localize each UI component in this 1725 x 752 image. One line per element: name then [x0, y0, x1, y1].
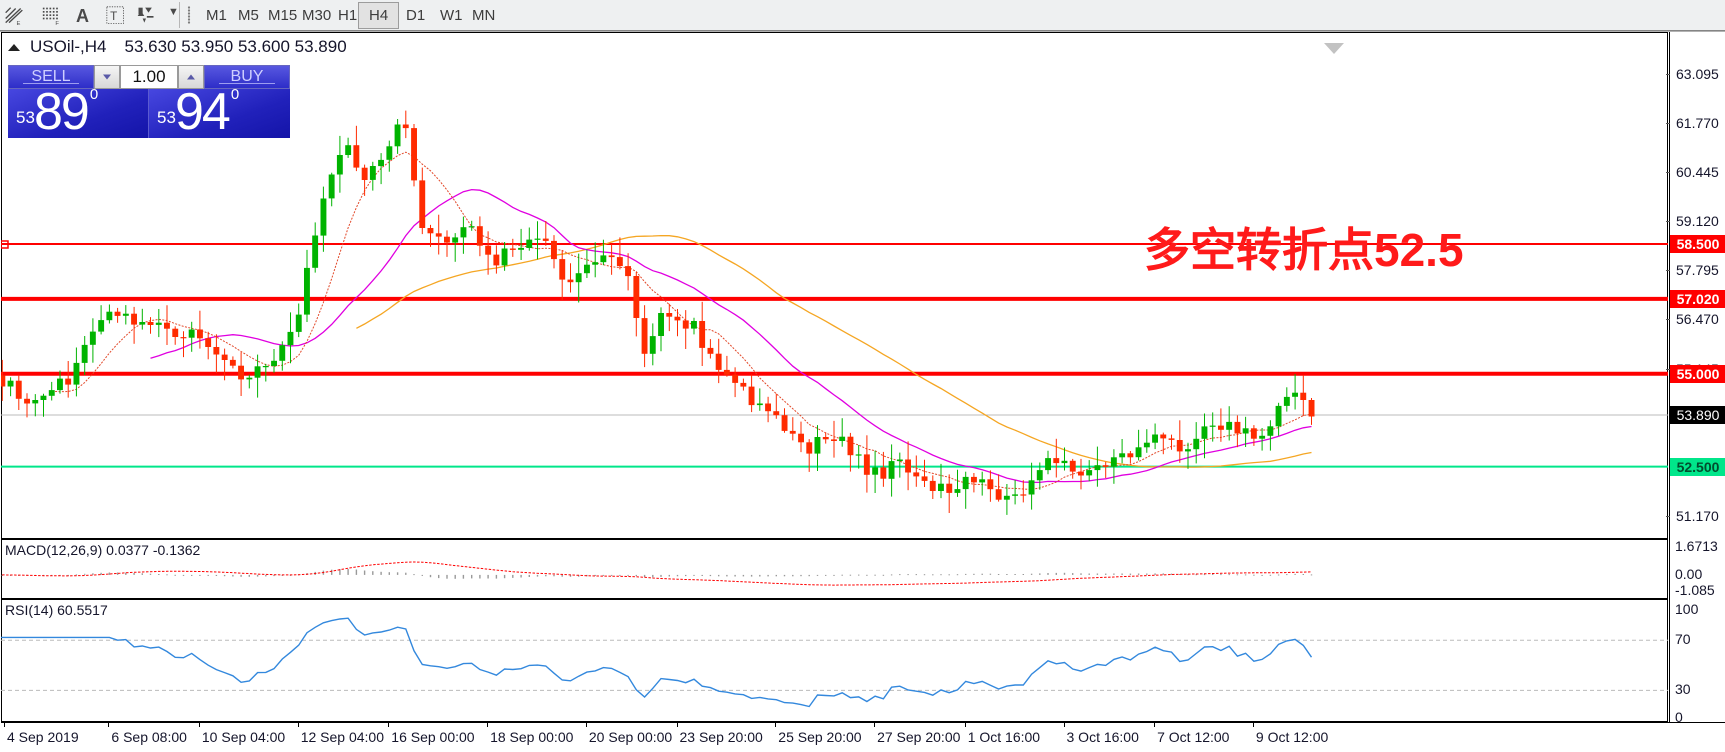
- svg-text:F: F: [55, 21, 59, 26]
- svg-text:E: E: [17, 21, 21, 26]
- svg-text:T: T: [110, 10, 117, 23]
